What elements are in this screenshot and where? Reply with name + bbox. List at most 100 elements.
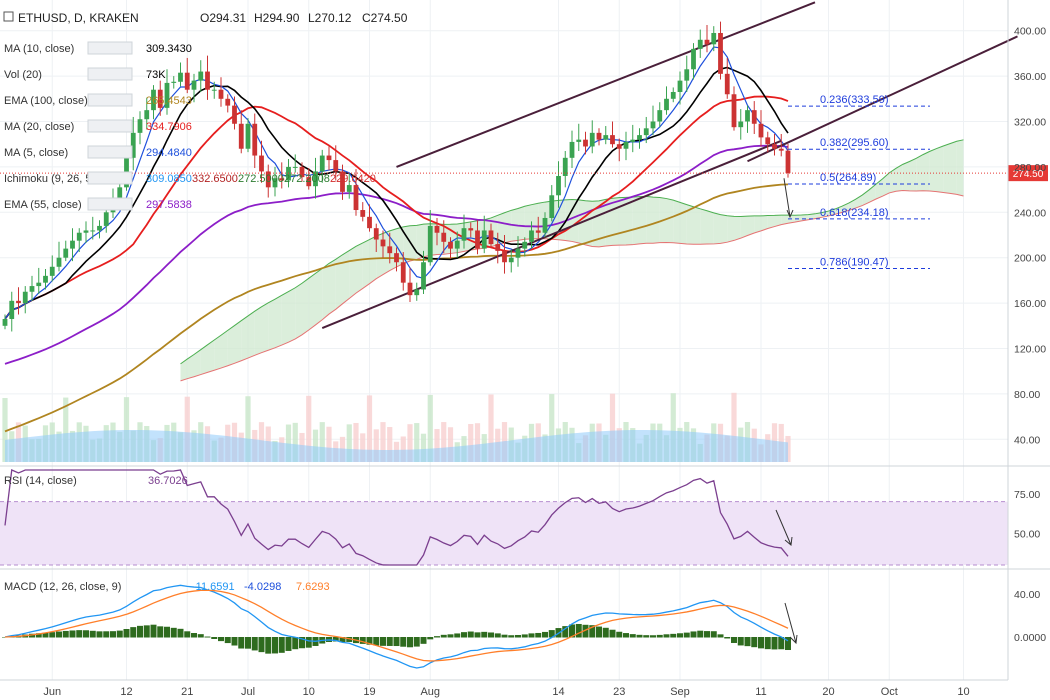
macd-title: MACD (12, 26, close, 9): [4, 581, 121, 593]
collapse-icon[interactable]: [3, 11, 14, 22]
macd-axis-tick-label: 40.00: [1014, 589, 1040, 601]
ma20-line: [4, 95, 789, 320]
macd-histogram-bar: [62, 630, 69, 638]
candle-body: [677, 80, 683, 92]
macd-histogram-bar: [744, 637, 751, 647]
macd-histogram-bar: [569, 624, 575, 638]
macd-histogram-bar: [407, 637, 413, 648]
candle-body: [421, 262, 426, 290]
time-axis-tick-label: 14: [552, 686, 564, 698]
cloud-segment: [410, 225, 417, 262]
candle-body: [56, 257, 62, 267]
channel-middle-line: [747, 35, 1018, 163]
cloud-segment: [599, 199, 606, 247]
candle-body: [171, 81, 177, 83]
volume-bar: [549, 394, 555, 462]
macd-histogram-bar: [467, 631, 474, 638]
volume-bar: [292, 422, 298, 462]
candle-body: [718, 32, 723, 74]
time-axis-tick-label: 23: [613, 686, 625, 698]
legend-controls[interactable]: [87, 93, 133, 107]
candle-body: [63, 248, 69, 258]
cloud-segment: [369, 236, 377, 284]
cloud-segment: [734, 216, 741, 241]
candle-body: [36, 282, 42, 287]
candle-body: [360, 210, 366, 217]
candle-body: [9, 300, 15, 319]
candle-body: [704, 39, 710, 45]
candle-body: [151, 89, 156, 111]
candle-body: [589, 132, 595, 147]
macd-histogram-bar: [650, 635, 656, 638]
volume-bar: [306, 395, 312, 462]
legend-controls[interactable]: [87, 41, 133, 55]
volume-bar: [184, 396, 190, 462]
legend-controls[interactable]: [87, 171, 133, 185]
fibonacci-levels: 0.236(333.59) 0.382(295.60) 0.5(264.89) 0.6…: [788, 94, 930, 270]
cloud-segment: [275, 295, 282, 348]
volume-bars: [2, 392, 791, 462]
cloud-segment: [923, 151, 930, 191]
macd-histogram-bar: [251, 637, 258, 651]
macd-histogram-bar: [710, 631, 717, 638]
macd-histogram-bar: [656, 634, 663, 638]
legend-controls[interactable]: [87, 67, 133, 81]
macd-histogram-bar: [643, 635, 650, 638]
cloud-segment: [268, 299, 275, 351]
macd-histogram-bar: [623, 633, 629, 638]
cloud-segment: [727, 215, 734, 243]
macd-histogram-bar: [285, 637, 292, 651]
senkou-span-b-line: [180, 189, 964, 382]
cloud-segment: [187, 354, 194, 379]
cloud-segment: [950, 141, 957, 195]
candle-body: [43, 275, 48, 283]
macd-histogram-bar: [29, 633, 35, 638]
time-axis-tick-label: Sep: [670, 686, 690, 698]
cloud-segment: [592, 200, 599, 247]
cloud-segment: [362, 239, 370, 289]
legend-label: MA (20, close): [4, 121, 74, 133]
candle-body: [238, 123, 244, 149]
candle-body: [198, 71, 204, 81]
cloud-segment: [214, 335, 221, 371]
volume-ma-area: [5, 430, 788, 462]
volume-bar: [488, 394, 494, 462]
volume-bar: [373, 429, 379, 462]
macd-histogram-bar: [670, 633, 677, 638]
candle-body: [292, 166, 298, 168]
macd-histogram-bar: [380, 637, 386, 646]
macd-value: -4.0298: [244, 581, 281, 593]
candle-body: [502, 250, 507, 263]
cloud-segment: [666, 198, 674, 243]
cloud-segment: [740, 216, 748, 239]
candle-body: [49, 266, 55, 276]
fib-level-label: 0.236(333.59): [820, 94, 889, 106]
time-axis-tick-label: Jun: [43, 686, 61, 698]
candle-body: [495, 244, 501, 251]
macd-histogram-bar: [737, 637, 744, 646]
legend-controls[interactable]: [87, 145, 133, 159]
legend-controls[interactable]: [87, 197, 133, 211]
cloud-segment: [194, 349, 201, 377]
macd-histogram-bar: [231, 637, 238, 646]
price-axis-tick-label: 80.00: [1014, 389, 1040, 401]
cloud-segment: [416, 224, 424, 260]
candle-body: [427, 225, 433, 263]
macd-histogram-bar: [150, 624, 157, 638]
time-axis-tick-label: 19: [363, 686, 375, 698]
candle-body: [630, 139, 636, 142]
macd-histogram-bar: [596, 626, 602, 638]
cloud-segment: [700, 208, 707, 245]
candle-body: [623, 141, 629, 149]
cloud-segment: [956, 139, 964, 196]
volume-bar: [312, 429, 319, 462]
macd-histogram-bar: [440, 634, 447, 638]
macd-histogram-bar: [143, 625, 150, 638]
candle-body: [394, 253, 399, 263]
cloud-segment: [356, 242, 363, 294]
legend-controls[interactable]: [87, 119, 133, 133]
candle-body: [785, 150, 791, 174]
legend-value: 309.0850: [146, 173, 192, 185]
volume-bar: [123, 397, 130, 462]
